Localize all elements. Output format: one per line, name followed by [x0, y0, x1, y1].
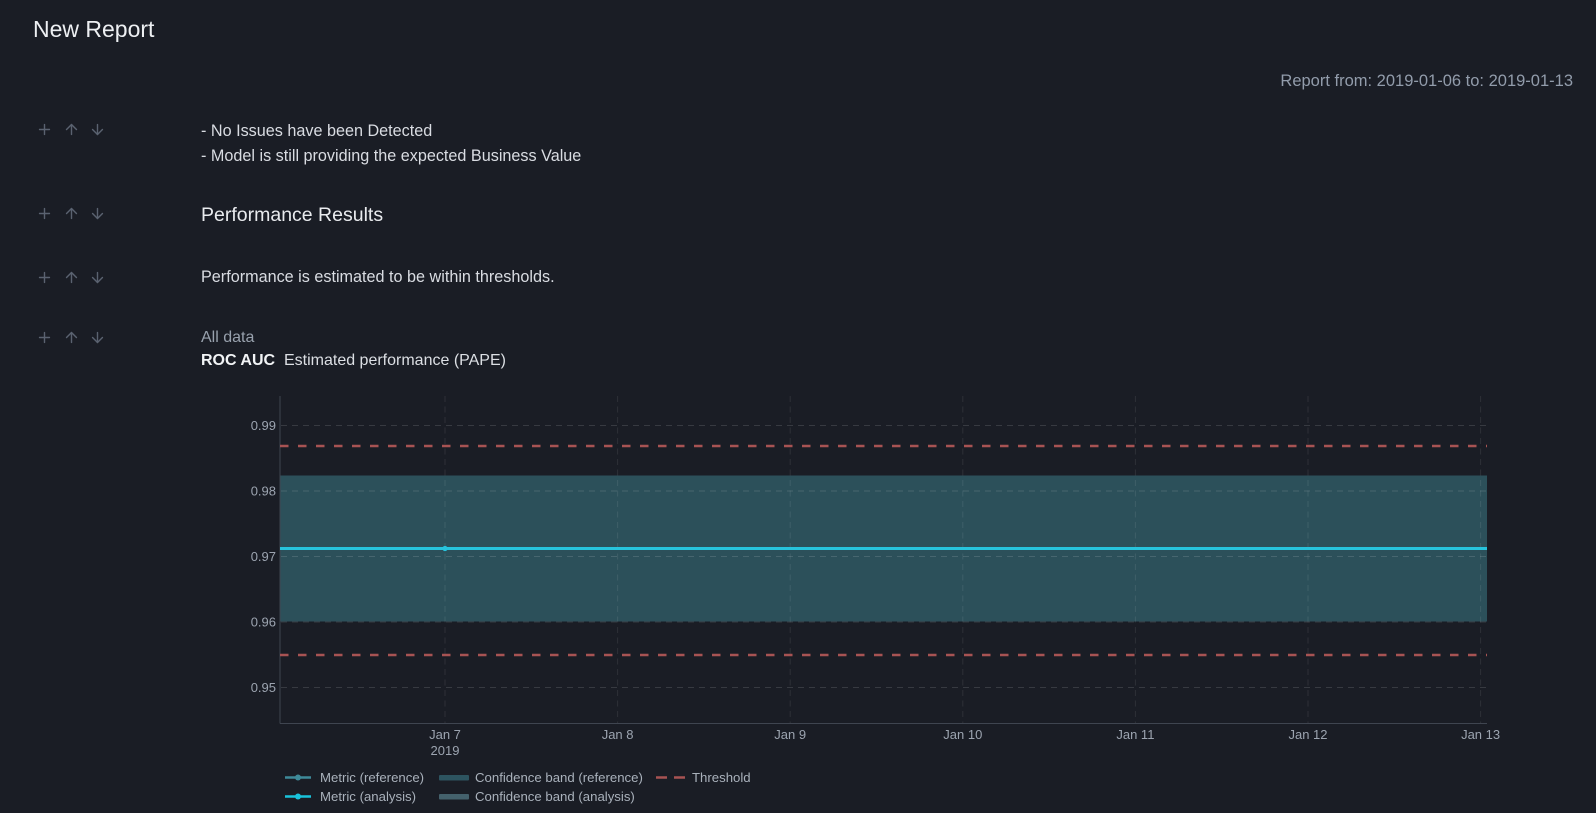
svg-text:Jan 12: Jan 12 [1288, 727, 1327, 742]
svg-text:Confidence band (reference): Confidence band (reference) [475, 770, 643, 785]
svg-text:0.96: 0.96 [251, 615, 276, 630]
svg-text:Jan 8: Jan 8 [602, 727, 634, 742]
svg-text:Metric (analysis): Metric (analysis) [320, 789, 416, 804]
svg-text:Jan 7: Jan 7 [429, 727, 461, 742]
svg-text:0.97: 0.97 [251, 549, 276, 564]
svg-text:Jan 11: Jan 11 [1116, 727, 1154, 742]
svg-text:0.98: 0.98 [251, 484, 276, 499]
svg-text:Jan 13: Jan 13 [1461, 727, 1500, 742]
svg-text:Threshold: Threshold [692, 770, 751, 785]
svg-text:Jan 10: Jan 10 [943, 727, 982, 742]
svg-text:0.99: 0.99 [251, 418, 276, 433]
svg-text:Jan 9: Jan 9 [774, 727, 806, 742]
svg-text:2019: 2019 [431, 743, 460, 758]
svg-text:Confidence band (analysis): Confidence band (analysis) [475, 789, 635, 804]
svg-text:0.95: 0.95 [251, 680, 276, 695]
svg-text:Metric (reference): Metric (reference) [320, 770, 424, 785]
